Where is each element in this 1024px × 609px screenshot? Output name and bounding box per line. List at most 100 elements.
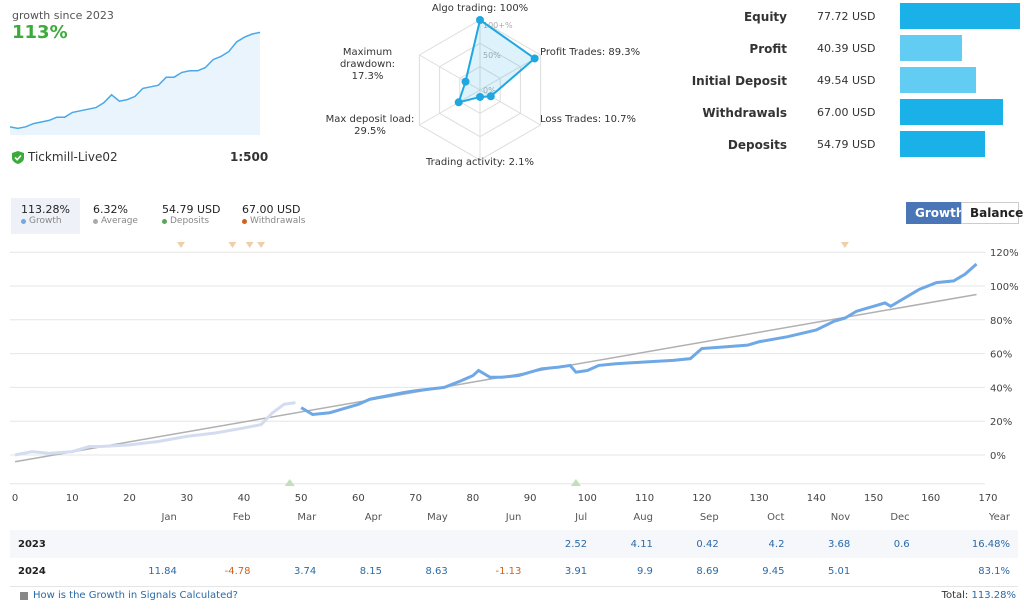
- x-tick-label: 60: [352, 493, 365, 504]
- month-header: Aug: [633, 512, 653, 523]
- x-tick-label: 40: [238, 493, 251, 504]
- bar-fill: [900, 67, 977, 93]
- mini-line: [10, 31, 261, 130]
- help-link[interactable]: How is the Growth in Signals Calculated?: [20, 590, 238, 601]
- radar-ring-label: 0%: [483, 86, 496, 95]
- stat-label: Growth: [29, 216, 62, 226]
- radar-point: [454, 98, 463, 107]
- growth-chart: 120% 100% 80% 60% 40% 20% 0% 0 10 20 30 40 50 60 70 80 9…: [10, 242, 1019, 504]
- stat-value: 6.32%: [93, 203, 128, 216]
- radar-point: [476, 16, 484, 24]
- leverage: 1:500: [230, 150, 269, 164]
- verified-shield-icon: [12, 150, 24, 164]
- month-value: 9.9: [595, 558, 661, 587]
- x-tick-label: 20: [123, 493, 136, 504]
- growth-line: [300, 262, 978, 416]
- bar-label: Deposits: [727, 138, 787, 152]
- growth-since-label: growth since 2023: [12, 9, 114, 22]
- growth-value: 113%: [12, 22, 68, 43]
- y-tick-label: 120%: [990, 248, 1019, 259]
- bar-label: Equity: [743, 10, 787, 24]
- x-tick-label: 0: [12, 493, 18, 504]
- table-row-2024: 2024 11.84 -4.78 3.74 8.15 8.63 -1.13 3.91 9.9 8.…: [10, 558, 1018, 587]
- bar-value: 49.54 USD: [817, 74, 876, 87]
- month-value: [390, 530, 456, 558]
- x-tick-label: 10: [66, 493, 79, 504]
- radar-label-drawdown: Maximum drawdown: 17.3%: [315, 47, 420, 83]
- balance-bar-row: Withdrawals 67.00 USD: [600, 99, 1024, 125]
- monthly-growth-table: Jan Feb Mar Apr May Jun Jul Aug Sep Oct Nov Dec Year…: [10, 505, 1018, 587]
- month-value: [858, 558, 918, 587]
- legend-dot: [21, 218, 26, 224]
- radar-point: [486, 92, 495, 101]
- legend-dot: [93, 218, 98, 224]
- bar-fill: [900, 3, 1020, 29]
- bar-value: 77.72 USD: [817, 10, 876, 23]
- drawdown-label: Maximum drawdown:: [339, 47, 396, 70]
- mini-growth-chart: [10, 31, 261, 135]
- withdrawal-marker[interactable]: [228, 242, 237, 248]
- month-value: 3.68: [792, 530, 859, 558]
- broker-link[interactable]: Tickmill-Live02: [12, 150, 118, 164]
- month-value: 4.2: [726, 530, 793, 558]
- balance-toggle-button[interactable]: Balance: [961, 202, 1023, 224]
- bar-label: Profit: [749, 42, 787, 56]
- bar-value: 67.00 USD: [817, 106, 876, 119]
- y-tick-label: 100%: [990, 282, 1019, 293]
- month-value: [324, 530, 391, 558]
- deposit-marker[interactable]: [570, 479, 581, 486]
- radar-label-profit: Profit Trades: 89.3%: [540, 47, 641, 58]
- stat-label: Average: [101, 216, 138, 226]
- stat-deposits[interactable]: 54.79 USD Deposits: [152, 198, 231, 234]
- radar-spoke: [419, 54, 481, 91]
- balance-bar-row: Deposits 54.79 USD: [600, 131, 1024, 157]
- y-tick-label: 80%: [990, 316, 1012, 327]
- balance-bar-row: Initial Deposit 49.54 USD: [600, 67, 1024, 93]
- deposit-marker[interactable]: [284, 479, 295, 486]
- x-tick-label: 100: [578, 493, 597, 504]
- withdrawal-marker[interactable]: [245, 242, 254, 248]
- total-growth: Total: 113.28%: [942, 590, 1016, 601]
- withdrawal-marker[interactable]: [176, 242, 185, 248]
- withdrawal-marker[interactable]: [840, 242, 849, 248]
- month-header: Nov: [830, 512, 851, 523]
- total-label: Total:: [941, 590, 969, 601]
- month-value: [455, 530, 530, 558]
- stat-label: Withdrawals: [250, 216, 306, 226]
- x-tick-label: 120: [692, 493, 711, 504]
- stat-average[interactable]: 6.32% Average: [83, 198, 148, 234]
- legend-dot: [242, 218, 247, 224]
- month-header: Apr: [364, 512, 383, 523]
- month-value: 3.91: [529, 558, 596, 587]
- stat-growth[interactable]: 113.28% Growth: [11, 198, 80, 234]
- x-tick-label: 30: [180, 493, 193, 504]
- x-tick-label: 80: [467, 493, 480, 504]
- month-value: [258, 530, 325, 558]
- bar-fill: [900, 35, 963, 61]
- month-header: Oct: [767, 512, 785, 523]
- x-tick-label: 140: [807, 493, 826, 504]
- bar-label: Initial Deposit: [691, 74, 787, 88]
- month-value: 0.42: [660, 530, 727, 558]
- help-link-text[interactable]: How is the Growth in Signals Calculated?: [33, 590, 238, 601]
- month-header: Year: [988, 512, 1010, 523]
- table-row-2023: 2023 2.52 4.11 0.42 4.2 3.68 0.6 16.48%: [10, 530, 1018, 558]
- month-header: Dec: [890, 512, 910, 523]
- month-value: -1.13: [455, 558, 530, 587]
- stat-value: 54.79 USD: [162, 203, 221, 216]
- month-value: [184, 530, 259, 558]
- growth-toggle-button[interactable]: Growth: [906, 202, 974, 224]
- x-tick-label: 90: [524, 493, 537, 504]
- month-value: [105, 530, 185, 558]
- month-value: 5.01: [792, 558, 859, 587]
- radar-label-load: Max deposit load: 29.5%: [320, 114, 420, 138]
- calculator-icon: [20, 591, 28, 600]
- balance-bar-row: Equity 77.72 USD: [600, 3, 1024, 29]
- month-value: 11.84: [105, 558, 185, 587]
- year-cell: 2024: [10, 558, 106, 587]
- year-cell: 2023: [10, 530, 106, 558]
- withdrawal-marker[interactable]: [257, 242, 266, 248]
- radar-ring-label: 100+%: [483, 21, 513, 30]
- stat-withdrawals[interactable]: 67.00 USD Withdrawals: [232, 198, 315, 234]
- month-header: Mar: [297, 512, 317, 523]
